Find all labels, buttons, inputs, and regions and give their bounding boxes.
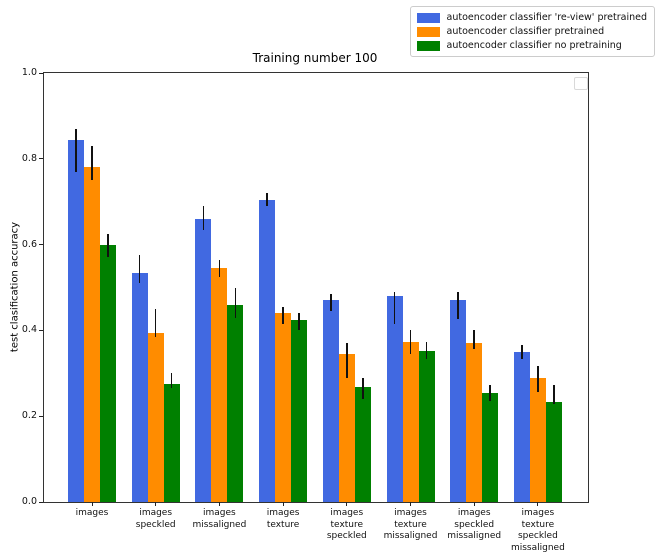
- error-bar: [75, 128, 77, 172]
- x-tick-mark: [218, 502, 220, 506]
- y-tick-label: 0.0: [21, 496, 37, 507]
- x-tick-label: images texture: [266, 508, 300, 530]
- legend-item: autoencoder classifier pretrained: [416, 26, 647, 37]
- error-bar: [218, 259, 221, 277]
- x-tick-label: images missaligned: [192, 508, 247, 530]
- y-tick-label: 0.8: [21, 152, 37, 164]
- x-tick-mark: [91, 502, 93, 506]
- bar-orange: [529, 378, 546, 502]
- y-tick-label: 0.6: [21, 238, 37, 250]
- legend: autoencoder classifier 're-view' pretrai…: [409, 6, 655, 57]
- error-bar: [170, 373, 173, 389]
- x-tick-mark: [346, 502, 348, 506]
- y-tick-label: 0.4: [21, 324, 37, 336]
- y-tick-mark: [39, 501, 43, 503]
- x-tick-label: images: [75, 508, 109, 518]
- error-bar: [362, 377, 364, 400]
- x-tick-label: images texture speckled missaligned: [510, 508, 565, 554]
- legend-item-label: autoencoder classifier no pretraining: [446, 40, 622, 51]
- x-tick-label: images speckled: [135, 508, 176, 530]
- bar-orange: [402, 341, 419, 502]
- bar-orange: [466, 342, 483, 502]
- x-tick-label: images texture speckled: [326, 508, 367, 542]
- bar-blue: [259, 199, 276, 502]
- error-bar: [330, 293, 332, 312]
- bar-orange: [211, 268, 228, 502]
- y-tick-mark: [39, 415, 43, 417]
- legend-item-label: autoencoder classifier 're-view' pretrai…: [446, 12, 647, 23]
- error-bar: [282, 306, 284, 324]
- error-bar: [202, 205, 205, 230]
- error-bar: [154, 308, 157, 337]
- error-bar: [553, 384, 555, 405]
- x-tick-mark: [473, 502, 475, 506]
- bar-blue: [450, 300, 467, 502]
- legend-item: autoencoder classifier 're-view' pretrai…: [416, 12, 647, 23]
- error-bar: [425, 341, 428, 360]
- bar-green: [545, 402, 562, 502]
- bar-orange: [275, 313, 292, 502]
- bar-blue: [386, 296, 403, 502]
- y-tick-mark: [39, 72, 43, 74]
- error-bar: [346, 343, 348, 378]
- x-tick-mark: [537, 502, 539, 506]
- chart-title: Training number 100: [252, 51, 378, 65]
- bar-blue: [68, 139, 84, 502]
- x-tick-label: images speckled missaligned: [447, 508, 502, 542]
- empty-legend-box: [574, 77, 588, 90]
- error-bar: [298, 313, 300, 331]
- error-bar: [107, 233, 109, 258]
- x-tick-mark: [155, 502, 157, 506]
- error-bar: [537, 366, 539, 393]
- legend-swatch: [416, 40, 440, 51]
- bar-orange: [84, 167, 100, 502]
- bar-green: [163, 384, 180, 502]
- bar-green: [227, 304, 244, 502]
- y-tick-mark: [39, 329, 43, 331]
- x-tick-mark: [282, 502, 284, 506]
- error-bar: [473, 330, 475, 349]
- legend-swatch: [416, 26, 440, 37]
- bar-orange: [338, 354, 355, 502]
- y-tick-label: 1.0: [21, 67, 37, 78]
- bar-blue: [322, 299, 339, 502]
- bar-green: [482, 393, 499, 502]
- bar-blue: [131, 272, 148, 502]
- bar-green: [100, 244, 116, 502]
- error-bar: [409, 330, 412, 354]
- error-bar: [457, 291, 459, 319]
- bar-orange: [147, 332, 164, 502]
- error-bar: [266, 193, 268, 206]
- x-tick-label: images texture missaligned: [383, 508, 438, 542]
- error-bar: [393, 291, 396, 324]
- legend-swatch: [416, 12, 440, 23]
- y-tick-label: 0.2: [21, 410, 37, 422]
- legend-item: autoencoder classifier no pretraining: [416, 40, 647, 51]
- error-bar: [234, 287, 237, 318]
- error-bar: [138, 255, 141, 284]
- y-tick-mark: [39, 158, 43, 160]
- error-bar: [91, 145, 93, 181]
- bar-green: [418, 351, 435, 502]
- plot-area: 0.0 0.2 0.4 0.6 0.8 1.0 images images speckled i…: [22, 67, 589, 553]
- error-bar: [521, 345, 523, 360]
- bar-blue: [513, 351, 530, 502]
- bar-blue: [195, 218, 212, 502]
- bar-green: [291, 319, 308, 502]
- bar-green: [354, 387, 371, 502]
- x-tick-mark: [410, 502, 411, 506]
- error-bar: [489, 384, 491, 402]
- y-tick-mark: [39, 244, 43, 246]
- legend-item-label: autoencoder classifier pretrained: [446, 26, 605, 37]
